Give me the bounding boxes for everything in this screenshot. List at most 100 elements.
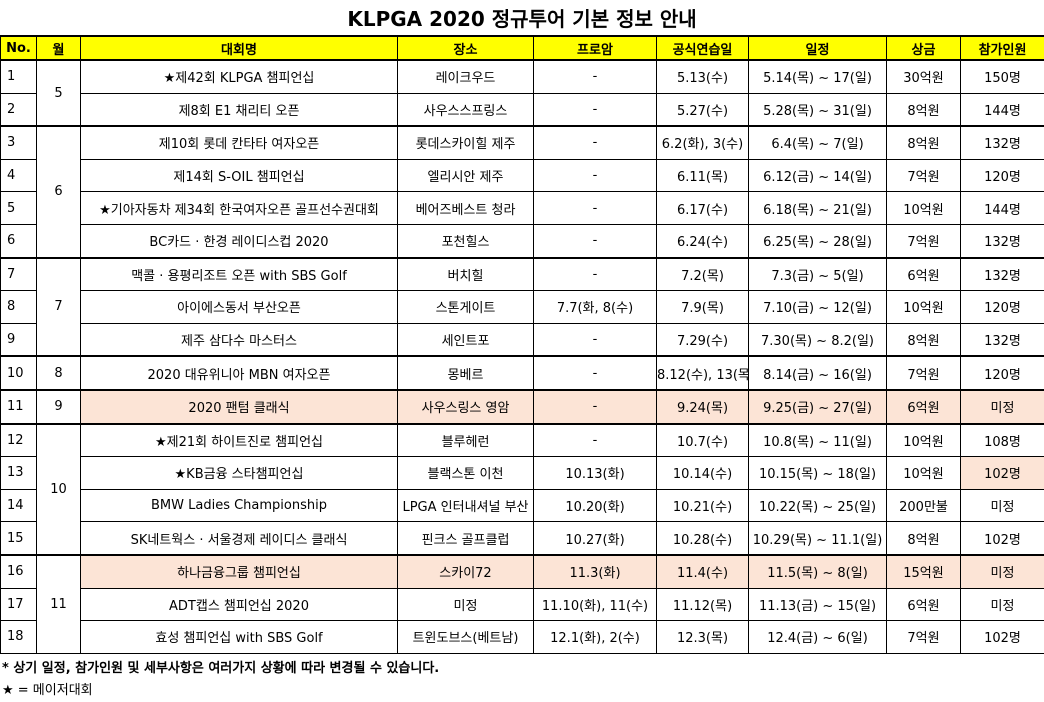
cell: 10억원 — [887, 192, 961, 225]
cell: - — [534, 258, 657, 291]
cell: 제14회 S-OIL 챔피언십 — [81, 159, 398, 192]
header-cell: 상금 — [887, 36, 961, 60]
month-cell: 8 — [37, 356, 81, 390]
cell: 7억원 — [887, 356, 961, 390]
cell: 맥콜 · 용평리조트 오픈 with SBS Golf — [81, 258, 398, 291]
cell: SK네트웍스 · 서울경제 레이디스 클래식 — [81, 522, 398, 555]
row-number: 17 — [1, 588, 37, 621]
header-cell: No. — [1, 36, 37, 60]
cell: 7.10(금) ~ 12(일) — [749, 291, 887, 324]
cell: 10.20(화) — [534, 489, 657, 522]
header-cell: 공식연습일 — [657, 36, 749, 60]
cell: 6.4(목) ~ 7(일) — [749, 126, 887, 159]
cell: - — [534, 126, 657, 159]
cell: 스톤게이트 — [398, 291, 534, 324]
cell: 10.13(화) — [534, 457, 657, 490]
header-cell: 일정 — [749, 36, 887, 60]
cell: ★KB금융 스타챔피언십 — [81, 457, 398, 490]
cell: 8억원 — [887, 93, 961, 126]
title: KLPGA 2020 정규투어 기본 정보 안내 — [0, 0, 1044, 35]
cell: 7.3(금) ~ 5(일) — [749, 258, 887, 291]
cell: 5.14(목) ~ 17(일) — [749, 60, 887, 93]
month-cell: 9 — [37, 390, 81, 424]
month-cell: 5 — [37, 60, 81, 126]
cell: ★기아자동차 제34회 한국여자오픈 골프선수권대회 — [81, 192, 398, 225]
cell: 2020 팬텀 클래식 — [81, 390, 398, 424]
cell: 미정 — [961, 390, 1044, 424]
row-number: 3 — [1, 126, 37, 159]
month-cell: 11 — [37, 555, 81, 653]
cell: 6.17(수) — [657, 192, 749, 225]
cell: 144명 — [961, 93, 1044, 126]
cell: 베어즈베스트 청라 — [398, 192, 534, 225]
cell: - — [534, 159, 657, 192]
cell: 6.18(목) ~ 21(일) — [749, 192, 887, 225]
row-number: 12 — [1, 424, 37, 457]
row-number: 9 — [1, 323, 37, 356]
cell: 8.12(수), 13(목) — [657, 356, 749, 390]
cell: 30억원 — [887, 60, 961, 93]
cell: 10.22(목) ~ 25(일) — [749, 489, 887, 522]
month-cell: 6 — [37, 126, 81, 257]
row-number: 13 — [1, 457, 37, 490]
cell: 7.2(목) — [657, 258, 749, 291]
row-number: 10 — [1, 356, 37, 390]
cell: - — [534, 356, 657, 390]
cell: - — [534, 224, 657, 257]
cell: 5.13(수) — [657, 60, 749, 93]
cell: 144명 — [961, 192, 1044, 225]
header-cell: 장소 — [398, 36, 534, 60]
row-number: 18 — [1, 621, 37, 654]
cell: 블루헤런 — [398, 424, 534, 457]
cell: 엘리시안 제주 — [398, 159, 534, 192]
cell: 11.4(수) — [657, 555, 749, 588]
cell: 블랙스톤 이천 — [398, 457, 534, 490]
month-cell: 10 — [37, 424, 81, 555]
row-number: 8 — [1, 291, 37, 324]
cell: 120명 — [961, 159, 1044, 192]
cell: 8.14(금) ~ 16(일) — [749, 356, 887, 390]
cell: 10.28(수) — [657, 522, 749, 555]
cell: 8억원 — [887, 126, 961, 159]
note: ★ = 메이저대회 — [0, 680, 1044, 702]
cell: 세인트포 — [398, 323, 534, 356]
cell: 제10회 롯데 칸타타 여자오픈 — [81, 126, 398, 159]
cell: 102명 — [961, 457, 1044, 490]
row-number: 7 — [1, 258, 37, 291]
cell: 6.11(목) — [657, 159, 749, 192]
cell: 7억원 — [887, 159, 961, 192]
cell: 7.29(수) — [657, 323, 749, 356]
cell: BMW Ladies Championship — [81, 489, 398, 522]
cell: 11.13(금) ~ 15(일) — [749, 588, 887, 621]
row-number: 11 — [1, 390, 37, 424]
cell: 포천힐스 — [398, 224, 534, 257]
row-number: 15 — [1, 522, 37, 555]
cell: 제8회 E1 채리티 오픈 — [81, 93, 398, 126]
cell: 미정 — [961, 489, 1044, 522]
cell: 7억원 — [887, 621, 961, 654]
cell: 11.10(화), 11(수) — [534, 588, 657, 621]
cell: BC카드 · 한경 레이디스컵 2020 — [81, 224, 398, 257]
cell: 스카이72 — [398, 555, 534, 588]
cell: 하나금융그룹 챔피언십 — [81, 555, 398, 588]
header-cell: 월 — [37, 36, 81, 60]
cell: 6.2(화), 3(수) — [657, 126, 749, 159]
cell: 트윈도브스(베트남) — [398, 621, 534, 654]
cell: 효성 챔피언십 with SBS Golf — [81, 621, 398, 654]
cell: 사우스스프링스 — [398, 93, 534, 126]
cell: 10억원 — [887, 424, 961, 457]
cell: 5.28(목) ~ 31(일) — [749, 93, 887, 126]
